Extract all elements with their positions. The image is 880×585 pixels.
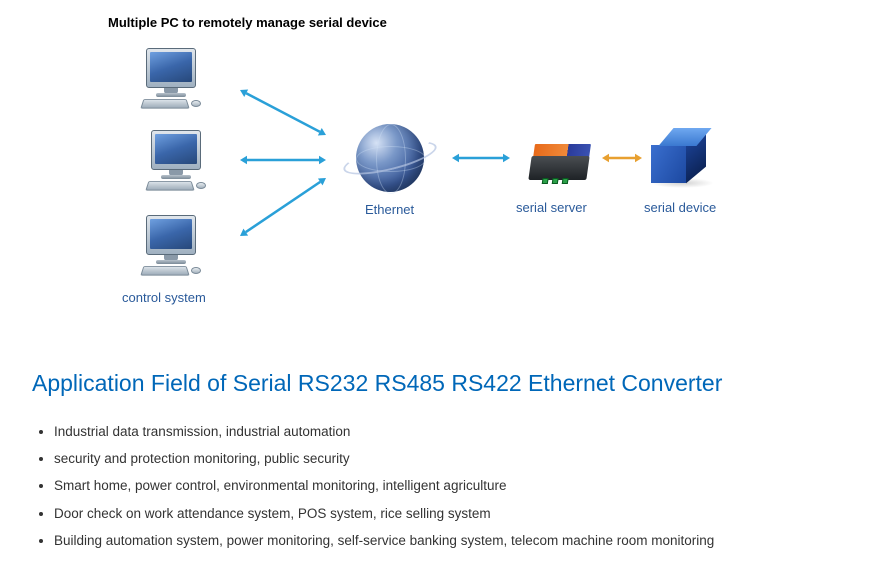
- ethernet-globe-icon: [356, 124, 424, 192]
- serial-device-label: serial device: [644, 200, 716, 215]
- bullet-item: Smart home, power control, environmental…: [54, 478, 714, 494]
- bullet-item: security and protection monitoring, publ…: [54, 451, 714, 467]
- section-heading: Application Field of Serial RS232 RS485 …: [32, 370, 722, 397]
- bullet-item: Industrial data transmission, industrial…: [54, 424, 714, 440]
- bullet-list: Industrial data transmission, industrial…: [34, 424, 714, 560]
- pc-icon: [145, 130, 209, 192]
- diagram-title: Multiple PC to remotely manage serial de…: [108, 15, 387, 30]
- pc-icon: [140, 215, 204, 277]
- pc-icon: [140, 48, 204, 110]
- bullet-item: Door check on work attendance system, PO…: [54, 506, 714, 522]
- serial-server-icon: [524, 138, 594, 188]
- serial-server-label: serial server: [516, 200, 587, 215]
- connection-arrows: [0, 0, 880, 320]
- bullet-item: Building automation system, power monito…: [54, 533, 714, 549]
- ethernet-label: Ethernet: [365, 202, 414, 217]
- serial-device-icon: [656, 128, 716, 186]
- control-system-label: control system: [122, 290, 206, 305]
